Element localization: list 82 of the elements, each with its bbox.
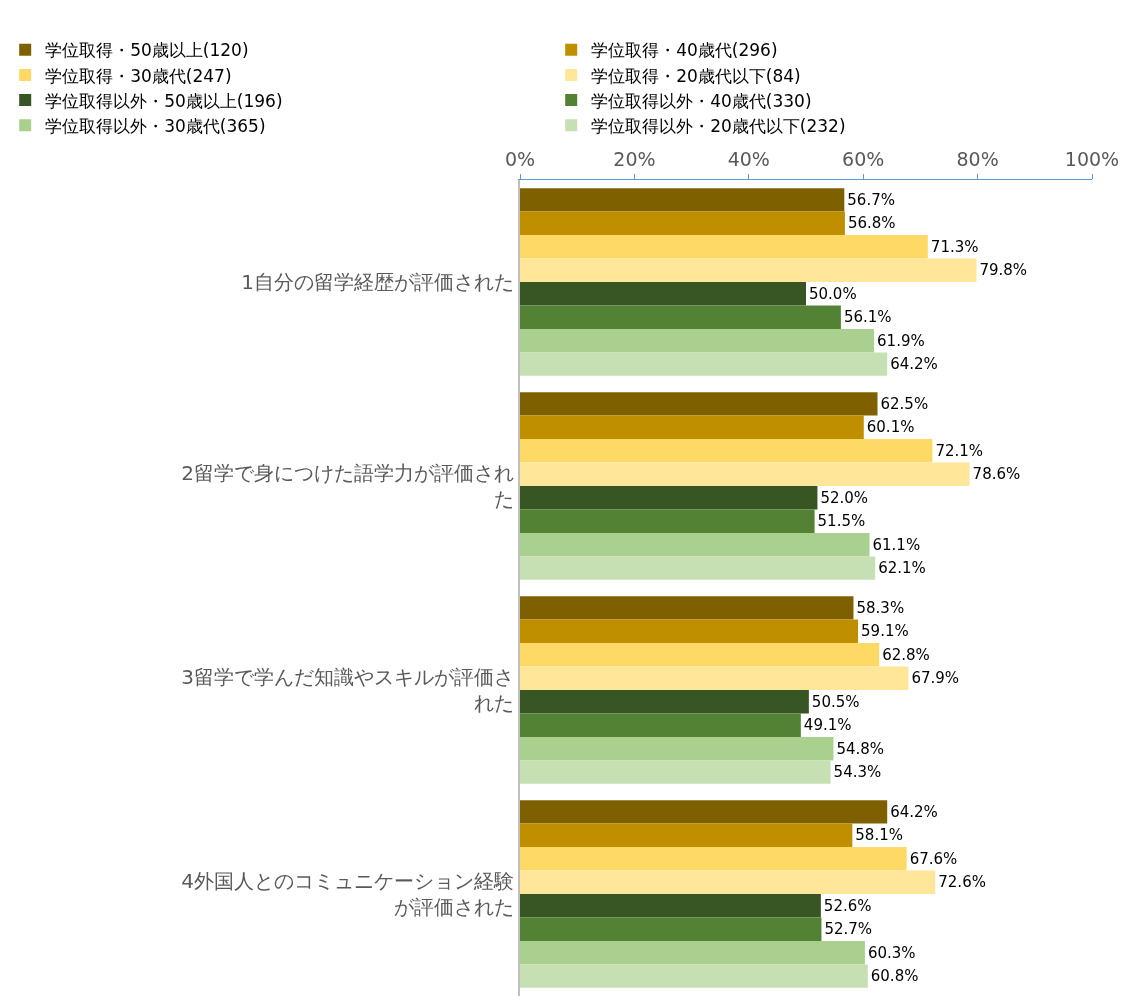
data-label: 50.0% bbox=[809, 284, 857, 303]
data-label: 62.8% bbox=[882, 645, 930, 664]
data-label: 58.1% bbox=[855, 826, 903, 845]
bar bbox=[520, 940, 865, 965]
x-tick-label: 60% bbox=[842, 148, 885, 171]
bar bbox=[520, 211, 845, 236]
bar bbox=[520, 713, 801, 737]
bar bbox=[520, 619, 859, 644]
bar bbox=[520, 258, 977, 282]
bar bbox=[520, 282, 806, 306]
data-label: 64.2% bbox=[890, 802, 938, 821]
bar bbox=[520, 736, 834, 761]
data-label: 62.5% bbox=[880, 394, 929, 413]
bar bbox=[520, 305, 841, 329]
data-label: 71.3% bbox=[930, 237, 979, 256]
bar bbox=[520, 666, 909, 690]
data-label: 61.1% bbox=[872, 535, 921, 554]
data-label: 78.6% bbox=[972, 465, 1021, 484]
data-label: 52.0% bbox=[820, 488, 869, 507]
data-label: 52.6% bbox=[823, 896, 872, 915]
data-label: 52.7% bbox=[824, 920, 873, 939]
data-label: 60.8% bbox=[870, 967, 919, 986]
bar bbox=[520, 870, 936, 894]
bar bbox=[520, 964, 868, 988]
x-tick-label: 80% bbox=[956, 148, 999, 171]
data-label: 50.5% bbox=[811, 692, 860, 711]
bar bbox=[520, 760, 831, 784]
y-tick-label: 2留学で身につけた語学力が評価された bbox=[181, 461, 514, 511]
bar bbox=[520, 352, 888, 376]
y-tick-label: 3留学で学んだ知識やスキルが評価された bbox=[181, 665, 514, 715]
bar bbox=[520, 823, 853, 848]
data-label: 59.1% bbox=[861, 622, 909, 641]
data-label: 54.8% bbox=[836, 739, 885, 758]
bar bbox=[520, 847, 907, 871]
y-tick-label: 1自分の留学経歴が評価された bbox=[241, 270, 514, 294]
data-label: 72.6% bbox=[938, 873, 986, 892]
data-label: 56.7% bbox=[847, 190, 895, 209]
legend-label: 学位取得以外・20歳代以下(232) bbox=[591, 115, 846, 136]
bar bbox=[520, 486, 818, 510]
bar bbox=[520, 532, 870, 557]
legend-label: 学位取得・30歳代(247) bbox=[45, 65, 232, 86]
y-tick-label: 4外国人とのコミュニケーション経験が評価された bbox=[181, 869, 514, 919]
bar bbox=[520, 800, 888, 824]
data-label: 64.2% bbox=[890, 355, 938, 374]
x-tick-label: 100% bbox=[1064, 148, 1120, 171]
bar bbox=[520, 596, 854, 620]
legend-label: 学位取得以外・40歳代(330) bbox=[591, 90, 812, 111]
data-label: 49.1% bbox=[803, 716, 852, 735]
bar bbox=[520, 462, 970, 486]
bar bbox=[520, 690, 809, 714]
x-tick-label: 20% bbox=[613, 148, 656, 171]
bar bbox=[520, 643, 880, 667]
data-label: 79.8% bbox=[979, 261, 1028, 280]
bar bbox=[520, 894, 821, 918]
data-label: 56.8% bbox=[847, 214, 896, 233]
data-label: 54.3% bbox=[833, 763, 882, 782]
bar bbox=[520, 556, 876, 580]
x-tick-label: 40% bbox=[727, 148, 770, 171]
bar bbox=[520, 509, 815, 533]
data-label: 60.1% bbox=[866, 418, 915, 437]
legend-label: 学位取得以外・50歳以上(196) bbox=[45, 90, 283, 111]
legend-label: 学位取得・50歳以上(120) bbox=[45, 40, 249, 61]
legend-label: 学位取得・40歳代(296) bbox=[591, 40, 778, 61]
bar bbox=[520, 328, 875, 353]
data-label: 58.3% bbox=[856, 598, 905, 617]
data-label: 67.6% bbox=[909, 849, 958, 868]
x-tick-label: 0% bbox=[504, 148, 536, 171]
bar bbox=[520, 439, 933, 463]
data-label: 62.1% bbox=[878, 559, 926, 578]
bar bbox=[520, 917, 822, 941]
data-label: 61.9% bbox=[877, 331, 925, 350]
bar bbox=[520, 188, 845, 212]
bar bbox=[520, 392, 878, 416]
data-label: 51.5% bbox=[817, 512, 866, 531]
bar bbox=[520, 235, 928, 259]
data-label: 56.1% bbox=[843, 308, 892, 327]
data-label: 67.9% bbox=[911, 669, 960, 688]
legend-label: 学位取得・20歳代以下(84) bbox=[591, 65, 801, 86]
data-label: 60.3% bbox=[867, 943, 916, 962]
legend-label: 学位取得以外・30歳代(365) bbox=[45, 115, 266, 136]
data-label: 72.1% bbox=[935, 441, 984, 460]
bar bbox=[520, 415, 864, 440]
